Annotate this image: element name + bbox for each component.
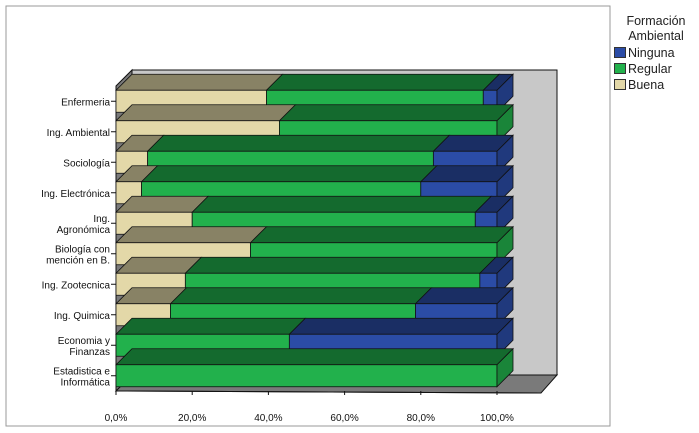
- bar-top-buena: [115, 226, 268, 244]
- legend-swatch: [614, 79, 626, 90]
- y-tick-label: Ing. Ambiental: [47, 128, 110, 139]
- bar-end-regular: [496, 347, 514, 388]
- x-axis-line: [115, 390, 542, 394]
- bar-top-regular: [265, 73, 501, 91]
- bar-top-regular: [140, 165, 438, 183]
- bar-top-regular: [278, 104, 514, 122]
- bar-top-regular: [184, 256, 497, 274]
- legend: Formación Ambiental Ninguna Regular Buena: [614, 14, 698, 92]
- y-tick-label: Ing. Quimica: [54, 311, 111, 322]
- bar-top-regular: [191, 195, 493, 213]
- legend-label: Regular: [628, 61, 672, 76]
- x-tick-label: 60,0%: [330, 413, 358, 424]
- bar-top-ninguna: [288, 317, 514, 335]
- bar-top-regular: [115, 317, 307, 335]
- x-tick-label: 0,0%: [105, 413, 128, 424]
- bar-top-ninguna: [414, 287, 514, 305]
- legend-item-buena: Buena: [614, 77, 698, 92]
- bar-9: [115, 347, 514, 388]
- x-tick-label: 40,0%: [254, 413, 282, 424]
- bar-top-regular: [169, 287, 433, 305]
- y-tick-label: Enfermeria: [61, 97, 110, 108]
- y-tick-label: Estadistica e Informática: [53, 366, 110, 388]
- bar-top-buena: [115, 73, 284, 91]
- bar-top-regular: [146, 134, 451, 152]
- y-tick-label: Ing. Zootecnica: [42, 280, 111, 291]
- legend-item-regular: Regular: [614, 61, 698, 76]
- legend-item-ninguna: Ninguna: [614, 45, 698, 60]
- bar-top-regular: [115, 348, 514, 366]
- legend-swatch: [614, 63, 626, 74]
- bar-segment-regular: [115, 364, 498, 388]
- y-tick-label: Biología con mención en B.: [46, 244, 110, 266]
- bar-top-regular: [249, 226, 514, 244]
- y-tick-label: Ing. Electrónica: [41, 189, 110, 200]
- bar-top-buena: [115, 104, 297, 122]
- legend-title: Formación Ambiental: [626, 14, 686, 43]
- y-tick-label: Sociología: [63, 158, 110, 169]
- legend-label: Ninguna: [628, 45, 675, 60]
- legend-swatch: [614, 47, 626, 58]
- legend-label: Buena: [628, 77, 665, 92]
- x-tick-label: 20,0%: [178, 413, 206, 424]
- x-tick-label: 80,0%: [407, 413, 435, 424]
- y-tick-label: Ing. Agronómica: [57, 214, 111, 236]
- x-tick-label: 100,0%: [480, 413, 514, 424]
- y-tick-label: Economia y Finanzas: [58, 336, 110, 358]
